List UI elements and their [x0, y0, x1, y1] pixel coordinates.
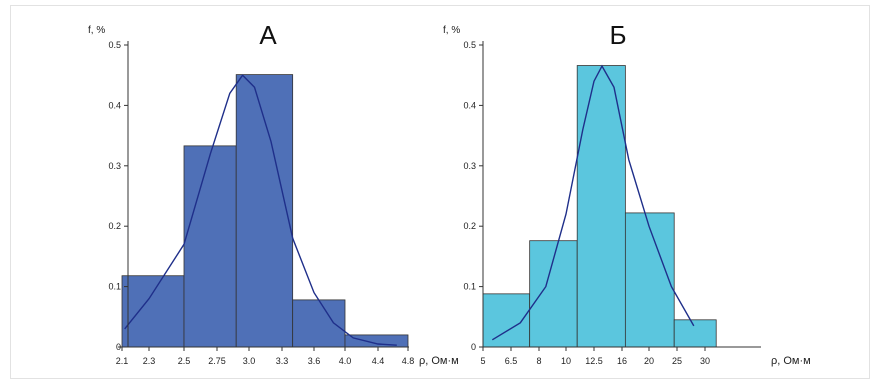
histogram-bar	[292, 299, 346, 348]
chart-title: Б	[609, 20, 626, 50]
x-tick-label: 10	[561, 356, 571, 366]
figure-frame	[10, 5, 870, 379]
x-tick-label: 20	[644, 356, 654, 366]
x-tick-label: 3.6	[308, 356, 321, 366]
y-tick-label: 0.2	[108, 221, 121, 231]
x-tick-label: 4.8	[402, 356, 415, 366]
x-tick-label: 2.3	[143, 356, 156, 366]
y-tick-label: 0	[471, 342, 476, 352]
y-tick-label: 0	[116, 342, 121, 352]
x-tick-label: 5	[480, 356, 485, 366]
y-tick-label: 0.5	[463, 40, 476, 50]
x-tick-label: 2.1	[116, 356, 129, 366]
y-tick-label: 0.1	[463, 282, 476, 292]
x-tick-label: 4.0	[339, 356, 352, 366]
histogram-bar	[235, 74, 294, 348]
histogram-bar	[624, 212, 675, 348]
y-tick-label: 0.5	[108, 40, 121, 50]
y-axis-label: f, %	[88, 25, 105, 36]
distribution-curve	[491, 64, 695, 341]
x-tick-label: 3.3	[276, 356, 289, 366]
x-tick-label: 4.4	[372, 356, 385, 366]
x-tick-label: 25	[672, 356, 682, 366]
x-tick-label: 6.5	[505, 356, 518, 366]
x-tick-label: 2.75	[208, 356, 226, 366]
x-tick-label: 2.5	[178, 356, 191, 366]
chart-title: А	[259, 20, 277, 50]
x-tick-label: 12.5	[585, 356, 603, 366]
histogram-bar	[183, 145, 237, 348]
y-tick-label: 0.1	[108, 282, 121, 292]
histogram-bar	[121, 275, 185, 348]
y-tick-label: 0.4	[463, 100, 476, 110]
y-tick-label: 0.2	[463, 221, 476, 231]
y-tick-label: 0.3	[108, 161, 121, 171]
x-tick-label: 16	[617, 356, 627, 366]
histogram-bar	[673, 319, 717, 348]
y-tick-label: 0.3	[463, 161, 476, 171]
y-tick-label: 0.4	[108, 100, 121, 110]
x-axis-label: ρ, Ом·м	[771, 355, 811, 367]
histogram-bar	[576, 65, 626, 348]
x-tick-label: 3.0	[243, 356, 256, 366]
x-tick-label: 30	[700, 356, 710, 366]
x-axis-label: ρ, Ом·м	[419, 355, 459, 367]
y-axis-label: f, %	[443, 25, 460, 36]
histogram-bar	[344, 334, 409, 348]
distribution-curve	[124, 74, 397, 346]
x-tick-label: 8	[536, 356, 541, 366]
